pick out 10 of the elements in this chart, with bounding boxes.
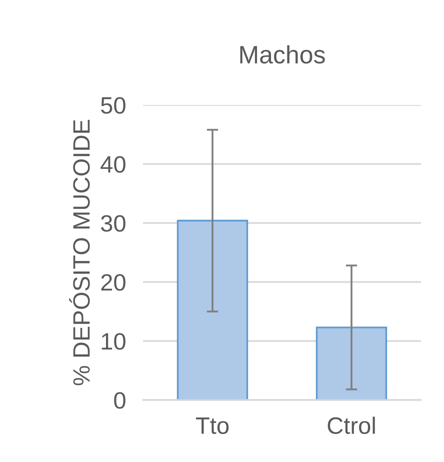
- y-axis-title: % DEPÓSITO MUCOIDE: [69, 120, 90, 386]
- y-tick-label: 20: [101, 274, 126, 291]
- x-tick-label: Ctrol: [328, 416, 375, 434]
- y-tick-label: 30: [100, 215, 126, 232]
- y-tick-label: 10: [102, 333, 126, 350]
- y-tick-label: 40: [100, 156, 126, 173]
- chart-title: Machos: [240, 45, 325, 64]
- y-tick-label: 0: [114, 392, 126, 409]
- x-tick-label: Tto: [196, 418, 229, 434]
- y-tick-label: 50: [101, 97, 126, 114]
